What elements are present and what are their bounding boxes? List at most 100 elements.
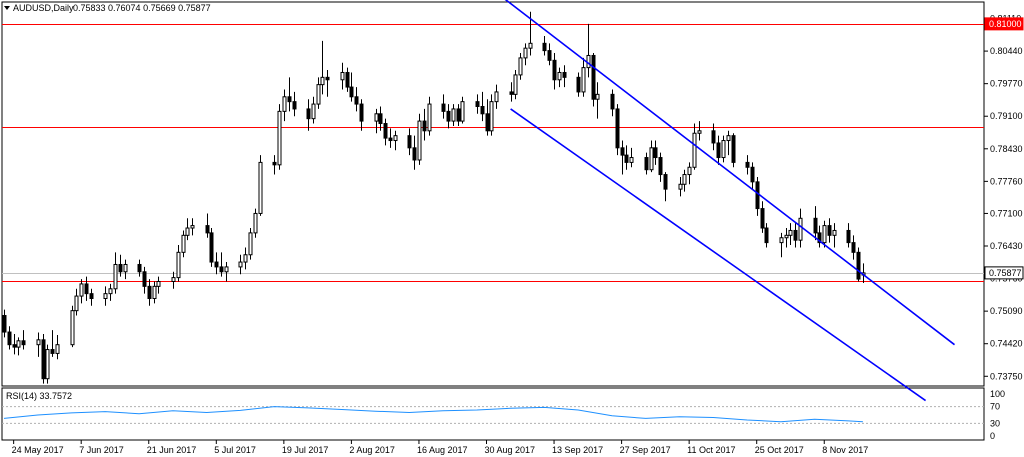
candle-body <box>513 74 518 95</box>
candle-body <box>50 349 55 354</box>
candle-body <box>209 232 214 263</box>
candle-body <box>422 120 427 132</box>
rsi-tick-label: 30 <box>990 418 1000 428</box>
candle-body <box>846 229 851 244</box>
candle-body <box>721 140 726 159</box>
candle-body <box>393 135 398 142</box>
rsi-line <box>3 406 863 423</box>
candle-body <box>89 293 94 300</box>
candle-body <box>480 106 485 115</box>
candle-body <box>817 232 822 244</box>
candle-body <box>518 57 523 76</box>
candle-body <box>2 315 7 333</box>
candle-body <box>311 103 316 120</box>
triangle-down-icon[interactable] <box>4 6 10 10</box>
candle-body <box>70 310 75 346</box>
candle-body <box>726 135 731 142</box>
candle-body <box>118 263 123 273</box>
candle-body <box>827 225 832 236</box>
candle-body <box>12 344 17 348</box>
candle-body <box>253 212 258 234</box>
candle-body <box>755 181 760 210</box>
horizontal-lines <box>2 24 984 282</box>
candle-body <box>345 71 350 88</box>
candle-body <box>663 174 668 190</box>
candle-body <box>306 108 311 120</box>
candle-body <box>557 71 562 81</box>
candle-body <box>277 110 282 166</box>
candle-body <box>629 157 634 163</box>
candle-body <box>55 344 60 354</box>
price-tick-label: 0.73750 <box>990 371 1023 381</box>
candle-body <box>798 217 803 241</box>
price-tick-label: 0.78430 <box>990 144 1023 154</box>
candle-body <box>137 263 142 273</box>
price-tick-label: 0.74420 <box>990 339 1023 349</box>
candle-body <box>658 157 663 176</box>
price-tag-label: 0.75877 <box>989 268 1022 278</box>
trend-channel <box>504 0 956 402</box>
price-tick-label: 0.76430 <box>990 241 1023 251</box>
candle-body <box>74 295 79 312</box>
candle-body <box>711 130 716 144</box>
candle-body <box>620 147 625 156</box>
candle-body <box>152 285 157 300</box>
candle-body <box>292 101 297 110</box>
candle-body <box>856 251 861 280</box>
candle-body <box>219 266 224 273</box>
candle-body <box>258 161 263 214</box>
candle-body <box>591 54 596 100</box>
candle-body <box>750 166 755 183</box>
candle-body <box>287 96 292 103</box>
date-tick-label: 13 Sep 2017 <box>552 445 603 455</box>
candle-body <box>412 147 417 161</box>
candle-body <box>16 340 21 348</box>
price-tag-box <box>984 17 1024 31</box>
date-axis: 24 May 2017 7 Jun 2017 21 Jun 2017 5 Jul 20… <box>12 440 868 455</box>
candle-body <box>624 154 629 163</box>
candle-body <box>156 280 161 287</box>
candle-body <box>697 130 702 134</box>
candle-body <box>243 254 248 263</box>
rsi-axis: 100 70 30 0 <box>990 389 1005 441</box>
candle-body <box>475 101 480 108</box>
candle-body <box>441 103 446 112</box>
date-tick-label: 24 May 2017 <box>12 445 64 455</box>
candle-body <box>610 93 615 110</box>
candle-body <box>340 71 345 81</box>
candle-body <box>84 283 89 295</box>
candle-body <box>460 101 465 122</box>
date-tick-label: 2 Aug 2017 <box>349 445 395 455</box>
date-tick-label: 25 Oct 2017 <box>755 445 804 455</box>
date-tick-label: 19 Jul 2017 <box>282 445 329 455</box>
candle-body <box>542 42 547 52</box>
candle-body <box>238 261 243 268</box>
candle-body <box>316 84 321 105</box>
candle-body <box>760 208 765 229</box>
price-tick-label: 0.75090 <box>990 306 1023 316</box>
candle-body <box>644 157 649 171</box>
chart-title: AUDUSD,Daily <box>13 3 74 13</box>
candle-body <box>388 137 393 142</box>
date-tick-label: 21 Jun 2017 <box>147 445 197 455</box>
price-tick-label: 0.79770 <box>990 79 1023 89</box>
candle-body <box>446 110 451 122</box>
candle-body <box>813 217 818 234</box>
candle-body <box>205 225 210 234</box>
candle-body <box>576 76 581 93</box>
candle-body <box>485 113 490 132</box>
candle-body <box>528 42 533 49</box>
candle-body <box>282 96 287 112</box>
candle-body <box>79 283 84 297</box>
candle-body <box>41 339 46 380</box>
candle-body <box>509 91 514 95</box>
date-tick-label: 5 Jul 2017 <box>214 445 256 455</box>
rsi-tick-label: 0 <box>990 431 995 441</box>
candle-body <box>171 277 176 282</box>
candle-body <box>21 340 26 346</box>
candle-body <box>788 229 793 236</box>
candle-body <box>248 232 253 256</box>
candle-body <box>649 147 654 171</box>
